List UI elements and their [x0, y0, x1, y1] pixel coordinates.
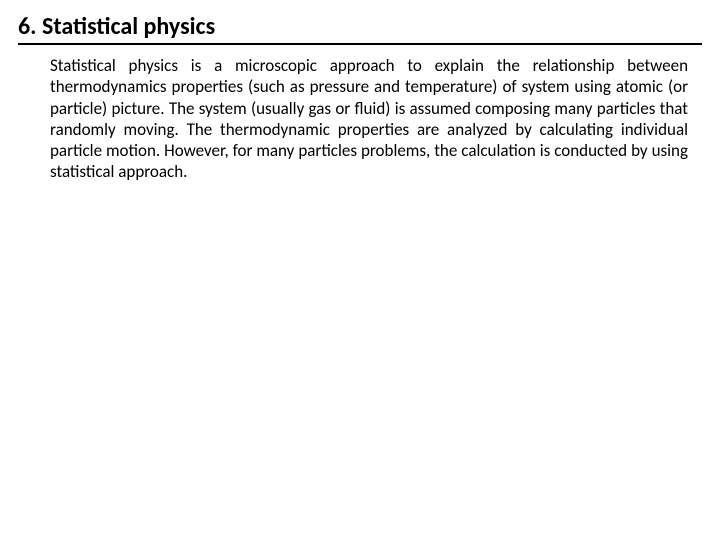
section-heading: 6. Statistical physics: [18, 12, 702, 45]
section-body-paragraph: Statistical physics is a microscopic app…: [18, 55, 702, 183]
